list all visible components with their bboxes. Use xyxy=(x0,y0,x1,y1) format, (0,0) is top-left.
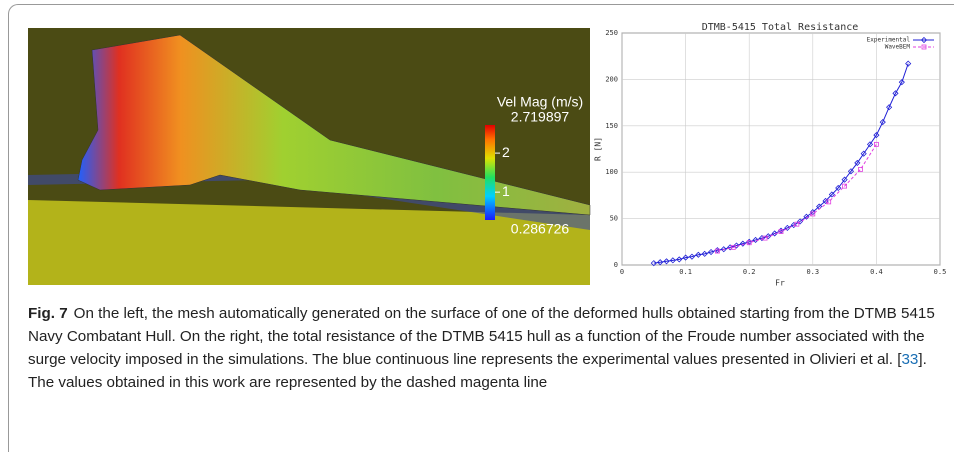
x-tick-label: 0.2 xyxy=(743,268,756,276)
chart-title: DTMB-5415 Total Resistance xyxy=(702,22,859,33)
chart: DTMB-5415 Total Resistance Fr R [N] 0 50 1… xyxy=(594,22,947,288)
colorbar-max: 2.719897 xyxy=(511,109,570,125)
x-axis-label: Fr xyxy=(775,279,785,288)
x-tick-label: 0 xyxy=(620,268,624,276)
x-tick-label: 0.1 xyxy=(679,268,692,276)
legend-label: WaveBEM xyxy=(885,44,911,51)
colorbar-min: 0.286726 xyxy=(511,221,570,237)
y-tick-label: 200 xyxy=(605,75,618,83)
y-axis-label: R [N] xyxy=(594,137,603,161)
colorbar-title: Vel Mag (m/s) xyxy=(497,94,583,110)
citation-link[interactable]: 33 xyxy=(901,351,918,368)
render-image: Vel Mag (m/s) 2.719897 0.286726 2 1 xyxy=(28,28,590,285)
x-tick-label: 0.4 xyxy=(870,268,883,276)
caption-label: Fig. 7 xyxy=(28,305,68,322)
x-tick-label: 0.3 xyxy=(806,268,819,276)
page: Vel Mag (m/s) 2.719897 0.286726 2 1 DTMB-54… xyxy=(0,0,956,457)
x-tick-label: 0.5 xyxy=(934,268,947,276)
y-tick-label: 250 xyxy=(605,29,618,37)
colorbar xyxy=(485,125,495,220)
y-tick-label: 50 xyxy=(610,215,618,223)
colorbar-tick-label: 2 xyxy=(502,144,510,160)
colorbar-tick-label: 1 xyxy=(502,183,510,199)
y-tick-label: 150 xyxy=(605,122,618,130)
caption-text: On the left, the mesh automatically gene… xyxy=(28,305,935,368)
figure: Vel Mag (m/s) 2.719897 0.286726 2 1 DTMB-54… xyxy=(0,0,956,300)
y-tick-label: 100 xyxy=(605,168,618,176)
series-line xyxy=(717,144,876,251)
legend-label: Experimental xyxy=(867,37,911,44)
y-tick-label: 0 xyxy=(614,261,618,269)
